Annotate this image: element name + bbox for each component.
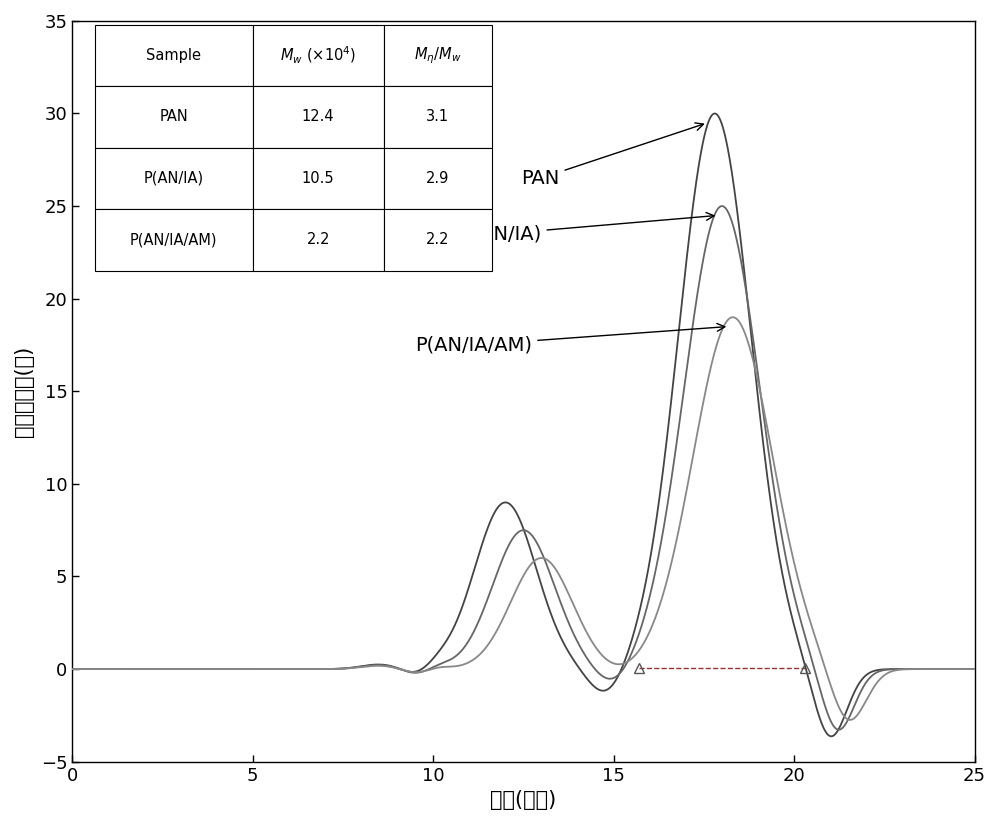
Bar — [95, 86, 253, 147]
Text: 3.1: 3.1 — [426, 110, 449, 124]
Text: Sample: Sample — [146, 48, 201, 63]
Bar — [384, 147, 492, 209]
Text: P(AN/IA): P(AN/IA) — [144, 171, 204, 185]
Bar — [253, 86, 384, 147]
Bar — [253, 25, 384, 86]
Text: 2.2: 2.2 — [306, 232, 330, 247]
Bar — [95, 25, 253, 86]
Text: $M_w$ ($\times$10$^4$): $M_w$ ($\times$10$^4$) — [280, 44, 356, 66]
Text: 10.5: 10.5 — [302, 171, 335, 185]
Bar — [384, 209, 492, 270]
Text: P(AN/IA/AM): P(AN/IA/AM) — [130, 232, 218, 247]
Y-axis label: 粘均分子量(万): 粘均分子量(万) — [14, 345, 34, 437]
Text: $M_\eta/M_w$: $M_\eta/M_w$ — [414, 45, 461, 66]
Bar — [95, 147, 253, 209]
Text: PAN: PAN — [521, 123, 703, 188]
Bar — [384, 25, 492, 86]
X-axis label: 时间(分钟): 时间(分钟) — [490, 790, 557, 810]
Text: P(AN/IA/AM): P(AN/IA/AM) — [415, 324, 725, 354]
Bar — [384, 86, 492, 147]
Bar — [253, 147, 384, 209]
Text: 2.2: 2.2 — [426, 232, 449, 247]
Bar — [95, 209, 253, 270]
Text: 12.4: 12.4 — [302, 110, 335, 124]
Text: P(AN/IA): P(AN/IA) — [461, 213, 714, 243]
Text: 2.9: 2.9 — [426, 171, 449, 185]
Text: PAN: PAN — [159, 110, 188, 124]
Bar — [253, 209, 384, 270]
